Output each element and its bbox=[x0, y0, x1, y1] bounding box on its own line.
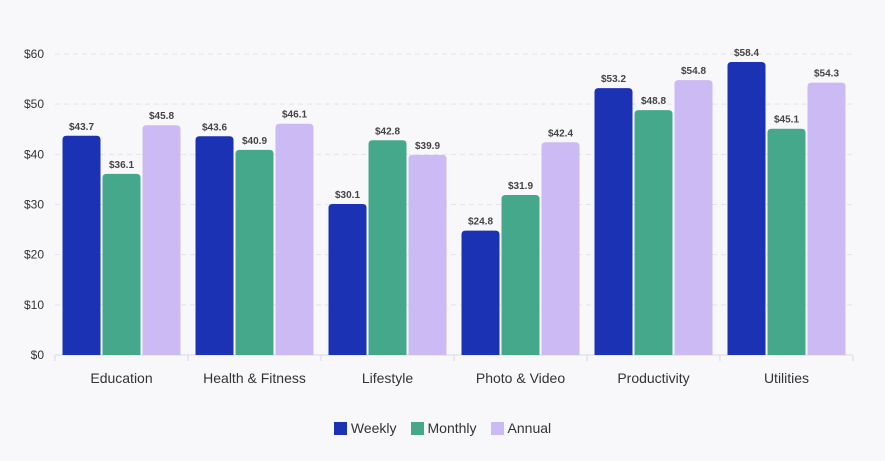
bar-monthly bbox=[501, 194, 540, 355]
x-tick-label: Utilities bbox=[764, 370, 809, 386]
x-tick-label: Education bbox=[90, 370, 152, 386]
bar-monthly bbox=[767, 128, 806, 355]
x-tick-label: Health & Fitness bbox=[203, 370, 306, 386]
data-label: $36.1 bbox=[109, 160, 134, 171]
bar-weekly bbox=[62, 135, 101, 355]
data-label: $43.6 bbox=[202, 122, 227, 133]
data-label: $46.1 bbox=[282, 110, 307, 121]
x-tick-label: Productivity bbox=[617, 370, 689, 386]
bar-annual bbox=[275, 123, 314, 356]
bar-monthly bbox=[634, 110, 673, 355]
data-label: $58.4 bbox=[734, 48, 759, 59]
data-label: $42.4 bbox=[548, 128, 573, 139]
bar-annual bbox=[807, 82, 846, 355]
data-label: $31.9 bbox=[508, 181, 533, 192]
y-tick-label: $30 bbox=[24, 198, 44, 212]
legend-swatch bbox=[333, 421, 347, 435]
bar-weekly bbox=[594, 88, 633, 355]
y-tick-label: $10 bbox=[24, 298, 44, 312]
bar-annual bbox=[674, 80, 713, 355]
x-tick-label: Photo & Video bbox=[476, 370, 565, 386]
y-tick-label: $50 bbox=[24, 97, 44, 111]
y-tick-label: $20 bbox=[24, 248, 44, 262]
data-label: $30.1 bbox=[335, 190, 360, 201]
legend-label: Annual bbox=[507, 420, 552, 436]
y-tick-label: $60 bbox=[24, 47, 44, 61]
data-label: $40.9 bbox=[242, 136, 267, 147]
data-label: $45.8 bbox=[149, 111, 174, 122]
bar-monthly bbox=[235, 149, 274, 355]
bar-annual bbox=[142, 125, 181, 355]
data-label: $45.1 bbox=[774, 115, 799, 126]
data-label: $48.8 bbox=[641, 96, 666, 107]
y-tick-label: $0 bbox=[31, 348, 45, 362]
chart-legend: Weekly Monthly Annual bbox=[0, 420, 885, 436]
legend-item-annual[interactable]: Annual bbox=[490, 420, 552, 436]
bar-annual bbox=[408, 154, 447, 355]
y-tick-label: $40 bbox=[24, 147, 44, 161]
data-label: $43.7 bbox=[69, 122, 94, 133]
legend-item-weekly[interactable]: Weekly bbox=[333, 420, 397, 436]
legend-swatch bbox=[410, 421, 424, 435]
data-label: $53.2 bbox=[601, 74, 626, 85]
x-tick-label: Lifestyle bbox=[362, 370, 414, 386]
legend-swatch bbox=[490, 421, 504, 435]
data-label: $24.8 bbox=[468, 217, 493, 228]
legend-item-monthly[interactable]: Monthly bbox=[410, 420, 477, 436]
bar-monthly bbox=[368, 140, 407, 355]
bar-weekly bbox=[727, 62, 766, 355]
data-label: $42.8 bbox=[375, 126, 400, 137]
data-label: $39.9 bbox=[415, 141, 440, 152]
data-label: $54.3 bbox=[814, 69, 839, 80]
bar-weekly bbox=[461, 230, 500, 355]
legend-label: Monthly bbox=[427, 420, 477, 436]
data-label: $54.8 bbox=[681, 66, 706, 77]
bar-weekly bbox=[195, 136, 234, 355]
bar-monthly bbox=[102, 173, 141, 355]
legend-label: Weekly bbox=[350, 420, 397, 436]
bar-weekly bbox=[328, 203, 367, 355]
bar-annual bbox=[541, 142, 580, 355]
